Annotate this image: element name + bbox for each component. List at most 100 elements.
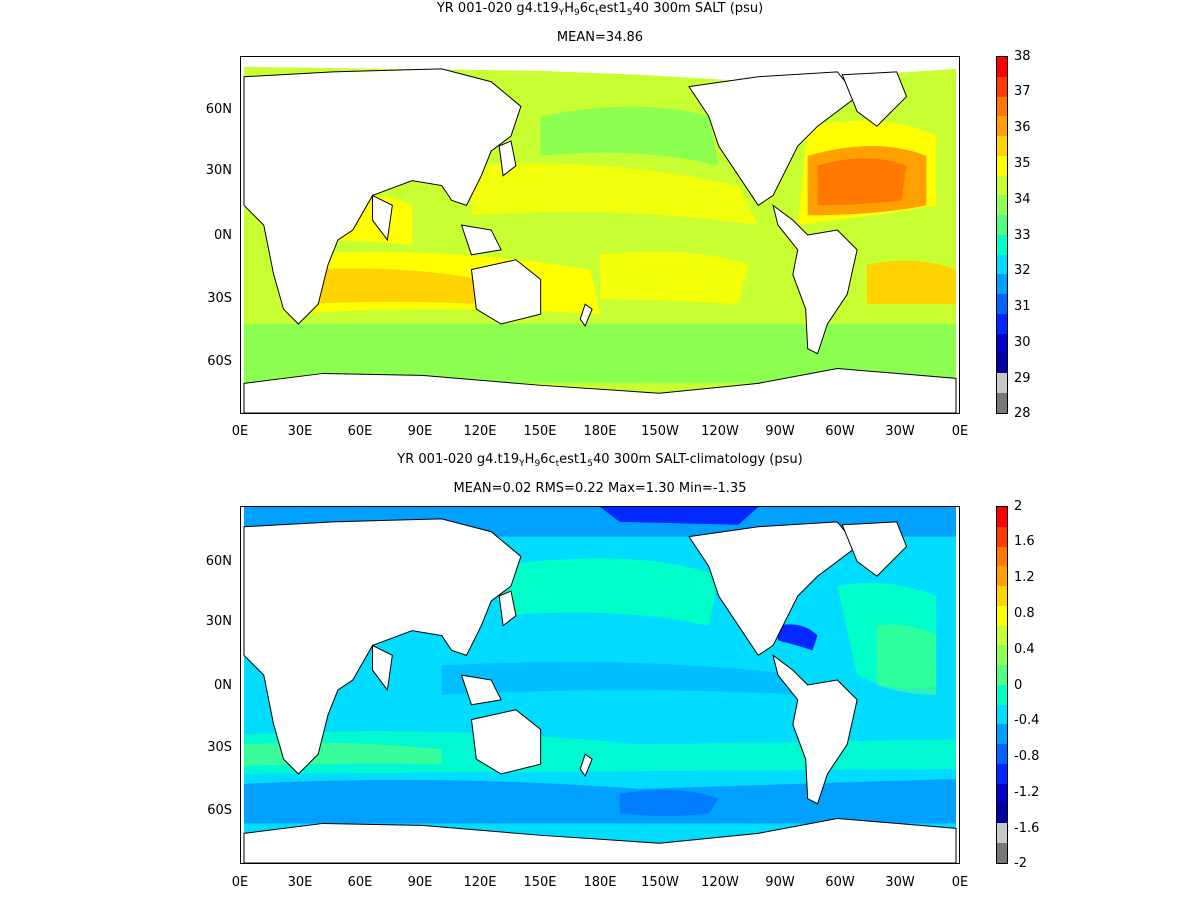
colorbar-swatch: [997, 373, 1007, 394]
bottom-colorbar-label: 1.6: [1014, 534, 1035, 549]
top-xtick: 0E: [951, 424, 969, 439]
colorbar-swatch: [997, 803, 1007, 824]
bottom-map-svg: [243, 507, 957, 863]
colorbar-swatch: [997, 195, 1007, 216]
bottom-colorbar-label: -2: [1014, 856, 1027, 871]
colorbar-swatch: [997, 313, 1007, 334]
colorbar-swatch: [997, 353, 1007, 374]
colorbar-swatch: [997, 586, 1007, 606]
bottom-xtick: 60W: [825, 875, 855, 890]
top-colorbar: [996, 56, 1008, 414]
top-xtick: 30E: [287, 424, 313, 439]
bottom-colorbar-label: -1.2: [1014, 785, 1040, 800]
colorbar-swatch: [997, 507, 1007, 527]
colorbar-swatch: [997, 625, 1007, 646]
bottom-colorbar-label: 0.4: [1014, 642, 1035, 657]
top-colorbar-label: 35: [1014, 156, 1031, 171]
top-xtick: 150E: [523, 424, 557, 439]
bottom-xtick: 120E: [463, 875, 497, 890]
bottom-colorbar-label: 0: [1014, 678, 1023, 693]
colorbar-swatch: [997, 783, 1007, 804]
bottom-xtick: 120W: [701, 875, 739, 890]
top-ytick-30s: 30S: [207, 291, 232, 306]
top-colorbar-label: 36: [1014, 120, 1031, 135]
top-subtitle: MEAN=34.86: [556, 30, 644, 45]
top-xtick: 120W: [701, 424, 739, 439]
bottom-difference-map: [240, 506, 960, 864]
top-colorbar-label: 34: [1014, 192, 1031, 207]
colorbar-swatch: [997, 175, 1007, 196]
bottom-ytick-0n: 0N: [214, 678, 232, 693]
bottom-title: YR 001-020 g4.t19YH96ctest1540 300m SALT…: [397, 452, 803, 469]
colorbar-swatch: [997, 393, 1007, 413]
colorbar-swatch: [997, 215, 1007, 235]
colorbar-swatch: [997, 76, 1007, 97]
colorbar-swatch: [997, 823, 1007, 844]
top-colorbar-label: 31: [1014, 299, 1031, 314]
top-xtick: 60W: [825, 424, 855, 439]
colorbar-swatch: [997, 843, 1007, 863]
colorbar-swatch: [997, 136, 1007, 156]
bottom-subtitle: MEAN=0.02 RMS=0.22 Max=1.30 Min=-1.35: [453, 481, 747, 496]
colorbar-swatch: [997, 254, 1007, 275]
colorbar-swatch: [997, 96, 1007, 117]
colorbar-swatch: [997, 744, 1007, 764]
top-map-svg: [243, 57, 957, 413]
bottom-colorbar-label: -0.4: [1014, 713, 1040, 728]
colorbar-swatch: [997, 234, 1007, 255]
bottom-colorbar-label: -1.6: [1014, 821, 1040, 836]
colorbar-swatch: [997, 294, 1007, 314]
top-xtick: 180E: [583, 424, 617, 439]
top-xtick: 150W: [641, 424, 679, 439]
colorbar-swatch: [997, 665, 1007, 685]
bottom-ytick-30n: 30N: [205, 614, 232, 629]
top-ytick-30n: 30N: [205, 163, 232, 178]
colorbar-swatch: [997, 155, 1007, 176]
top-xtick: 60E: [347, 424, 373, 439]
bottom-colorbar-label: 2: [1014, 499, 1023, 514]
top-xtick: 0E: [231, 424, 249, 439]
top-colorbar-label: 32: [1014, 263, 1031, 278]
colorbar-swatch: [997, 566, 1007, 587]
bottom-xtick: 30E: [287, 875, 313, 890]
bottom-xtick: 30W: [885, 875, 915, 890]
top-salinity-map: [240, 56, 960, 414]
colorbar-swatch: [997, 274, 1007, 295]
top-colorbar-label: 30: [1014, 335, 1031, 350]
bottom-colorbar-label: 0.8: [1014, 606, 1035, 621]
bottom-colorbar-label: -0.8: [1014, 749, 1040, 764]
colorbar-swatch: [997, 763, 1007, 784]
bottom-xtick: 90E: [407, 875, 433, 890]
colorbar-swatch: [997, 724, 1007, 745]
bottom-xtick: 90W: [765, 875, 795, 890]
colorbar-swatch: [997, 546, 1007, 567]
colorbar-swatch: [997, 605, 1007, 626]
bottom-ytick-30s: 30S: [207, 740, 232, 755]
top-ytick-60n: 60N: [205, 102, 232, 117]
top-colorbar-label: 29: [1014, 371, 1031, 386]
bottom-xtick: 150W: [641, 875, 679, 890]
bottom-xtick: 0E: [951, 875, 969, 890]
top-ytick-0n: 0N: [214, 228, 232, 243]
colorbar-swatch: [997, 704, 1007, 725]
top-colorbar-label: 33: [1014, 228, 1031, 243]
colorbar-swatch: [997, 116, 1007, 137]
top-colorbar-label: 37: [1014, 84, 1031, 99]
bottom-xtick: 150E: [523, 875, 557, 890]
colorbar-swatch: [997, 57, 1007, 77]
colorbar-swatch: [997, 684, 1007, 705]
bottom-xtick: 180E: [583, 875, 617, 890]
top-colorbar-label: 28: [1014, 406, 1031, 421]
top-xtick: 90W: [765, 424, 795, 439]
bottom-xtick: 0E: [231, 875, 249, 890]
top-xtick: 120E: [463, 424, 497, 439]
top-ytick-60s: 60S: [207, 354, 232, 369]
colorbar-swatch: [997, 645, 1007, 666]
bottom-colorbar: [996, 506, 1008, 864]
top-title: YR 001-020 g4.t19YH96ctest1540 300m SALT…: [436, 1, 764, 18]
top-xtick: 30W: [885, 424, 915, 439]
top-xtick: 90E: [407, 424, 433, 439]
bottom-ytick-60s: 60S: [207, 803, 232, 818]
top-colorbar-label: 38: [1014, 49, 1031, 64]
colorbar-swatch: [997, 526, 1007, 547]
